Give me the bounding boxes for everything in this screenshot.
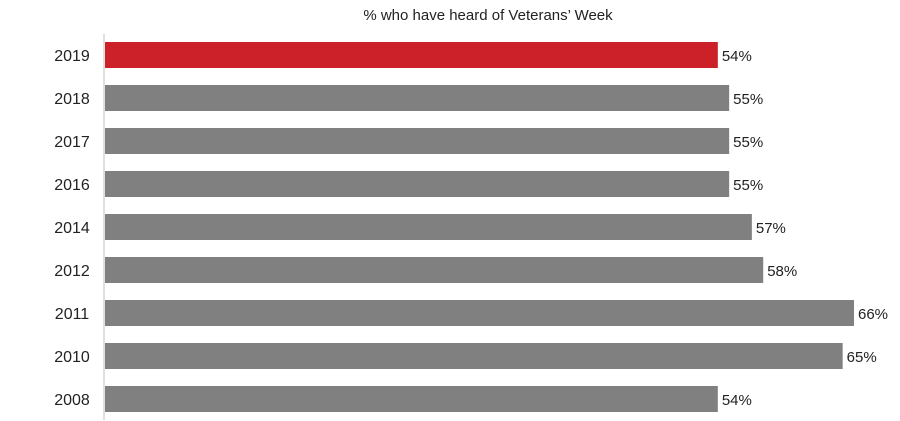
bar-series: 2019 54% 2018 55% 2017 55% 2016 55% 2014 57% 2012 5… <box>54 42 888 412</box>
bar-2010 <box>105 343 843 369</box>
value-label-2010: 65% <box>847 349 877 366</box>
chart-title: % who have heard of Veterans’ Week <box>363 7 613 24</box>
category-label-2010: 2010 <box>54 349 90 366</box>
bar-2016 <box>105 171 730 197</box>
bar-2019 <box>105 42 718 68</box>
category-label-2014: 2014 <box>54 220 90 237</box>
bar-2008 <box>105 386 718 412</box>
bar-2017 <box>105 128 730 154</box>
value-label-2018: 55% <box>733 91 763 108</box>
category-label-2017: 2017 <box>54 134 90 151</box>
value-label-2008: 54% <box>722 392 752 409</box>
value-label-2014: 57% <box>756 220 786 237</box>
value-label-2011: 66% <box>858 306 888 323</box>
category-label-2016: 2016 <box>54 177 90 194</box>
category-label-2018: 2018 <box>54 91 90 108</box>
bar-2014 <box>105 214 752 240</box>
value-label-2019: 54% <box>722 48 752 65</box>
value-label-2012: 58% <box>767 263 797 280</box>
category-label-2008: 2008 <box>54 392 90 409</box>
bar-2012 <box>105 257 764 283</box>
bar-2011 <box>105 300 854 326</box>
value-label-2017: 55% <box>733 134 763 151</box>
bar-2018 <box>105 85 730 111</box>
category-label-2019: 2019 <box>54 48 90 65</box>
value-label-2016: 55% <box>733 177 763 194</box>
category-label-2012: 2012 <box>54 263 90 280</box>
category-label-2011: 2011 <box>55 306 90 323</box>
